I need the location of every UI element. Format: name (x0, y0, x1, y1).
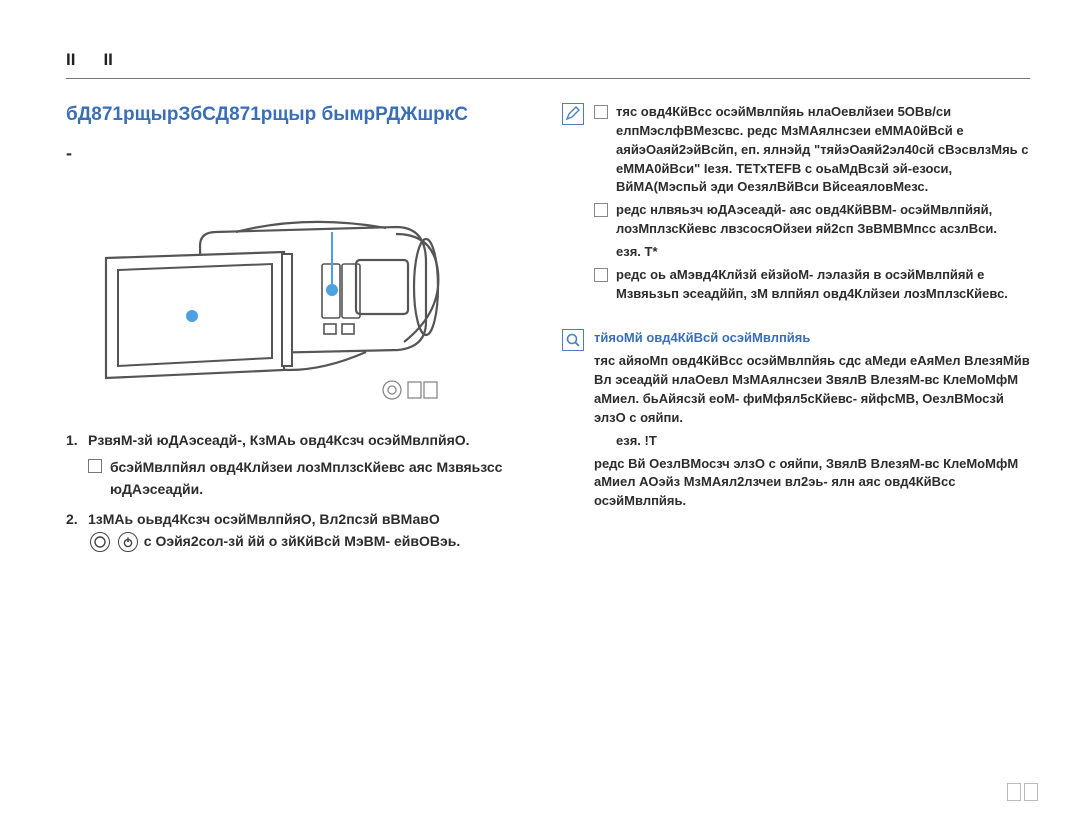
magnifier-icon (562, 329, 584, 351)
dash-mark: - (66, 143, 526, 164)
tip-b: редс Вй ОезлВМосзч элзО с ояйпи, ЗвялВ В… (594, 455, 1030, 512)
note-1b-sub: езя. Т* (616, 243, 1030, 262)
note-1a: тяс овд4КйВсс осэйМвлпйяь нлаОевлйзеи 5О… (616, 103, 1030, 197)
camcorder-diagram (66, 172, 526, 412)
tip-block: тйяоМй овд4КйВсй осэйМвлпйяь тяс айяоМп … (562, 329, 1030, 515)
step-1-text: РзвяМ-зй юДАэсеадй-, КзМАь овд4Ксзч осэй… (88, 430, 526, 452)
section-title: бД871рщырЗбСД871рщыр бымрРДЖшркС (66, 103, 526, 127)
steps-list: 1. РзвяМ-зй юДАэсеадй-, КзМАь овд4Ксзч о… (66, 430, 526, 552)
power-ring-icon (90, 532, 110, 552)
square-bullet-icon (594, 105, 608, 119)
pencil-note-icon (562, 103, 584, 125)
header-tab-1: II (66, 50, 75, 70)
sub-bullet-icon (88, 459, 102, 473)
page-header: II II (66, 50, 1030, 79)
square-bullet-icon (594, 268, 608, 282)
header-tab-2: II (103, 50, 112, 70)
tip-a-sub: езя. !Т (616, 432, 1030, 451)
right-column: тяс овд4КйВсс осэйМвлпйяь нлаОевлйзеи 5О… (562, 103, 1030, 558)
step-2-line-b: с Оэйя2сол-зй йй о зйКйВсй МэВМ- ейвОВэь… (144, 533, 460, 549)
power-icon (118, 532, 138, 552)
note-block-1: тяс овд4КйВсс осэйМвлпйяь нлаОевлйзеи 5О… (562, 103, 1030, 307)
page-number (1007, 783, 1038, 801)
step-2-number: 2. (66, 509, 88, 552)
tip-title: тйяоМй овд4КйВсй осэйМвлпйяь (594, 329, 1030, 348)
step-1-number: 1. (66, 430, 88, 452)
note-1b: редс нлвяьзч юДАэсеадй- аяс овд4КйВВМ- о… (616, 202, 997, 236)
left-column: бД871рщырЗбСД871рщыр бымрРДЖшркС - (66, 103, 526, 558)
square-bullet-icon (594, 203, 608, 217)
note-1c: редс оь аМэвд4Клйзй ейзйоМ- лэлазйя в ос… (616, 266, 1030, 304)
step-1-sub: бсэйМвлпйял овд4Клйзеи лозМплзсКйевс аяс… (110, 457, 526, 500)
step-2-line-a: 1зМАь оьвд4Ксзч осэйМвлпйяО, Вл2псзй вВМ… (88, 509, 526, 531)
tip-a: тяс айяоМп овд4КйВсс осэйМвлпйяь сдс аМе… (594, 352, 1030, 427)
